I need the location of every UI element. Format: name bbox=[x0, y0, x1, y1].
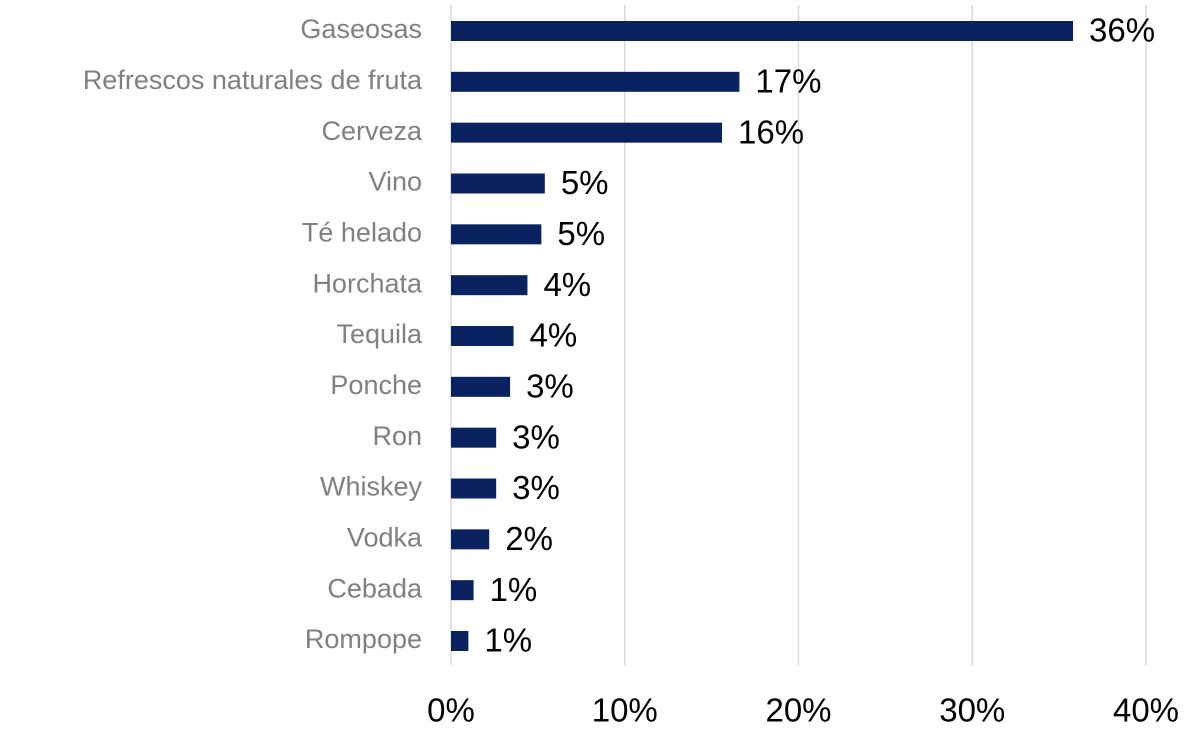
bar bbox=[451, 173, 545, 194]
value-label: 36% bbox=[1089, 12, 1155, 49]
x-tick-label: 40% bbox=[1113, 692, 1179, 729]
category-label: Horchata bbox=[312, 268, 423, 298]
bar bbox=[451, 224, 542, 245]
category-label: Cebada bbox=[327, 573, 423, 603]
category-label: Vino bbox=[368, 167, 422, 197]
category-label: Ron bbox=[372, 421, 422, 451]
value-label: 4% bbox=[530, 317, 578, 354]
bar bbox=[451, 326, 514, 346]
bar bbox=[451, 478, 497, 499]
value-label: 3% bbox=[512, 469, 560, 506]
x-tick-label: 0% bbox=[427, 692, 475, 729]
value-label: 1% bbox=[484, 622, 532, 659]
bar bbox=[451, 71, 740, 92]
value-label: 1% bbox=[490, 571, 538, 608]
category-label: Gaseosas bbox=[300, 14, 422, 44]
value-label: 5% bbox=[561, 164, 609, 201]
bar bbox=[451, 631, 469, 651]
category-label: Tequila bbox=[336, 319, 423, 349]
value-label: 3% bbox=[526, 368, 574, 405]
x-tick-label: 30% bbox=[939, 692, 1005, 729]
value-label: 16% bbox=[738, 113, 804, 150]
value-label: 17% bbox=[755, 63, 821, 100]
bar bbox=[451, 427, 497, 448]
bar bbox=[451, 21, 1074, 41]
value-label: 2% bbox=[505, 520, 553, 557]
value-label: 3% bbox=[512, 418, 560, 455]
bar bbox=[451, 122, 723, 143]
category-label: Rompope bbox=[305, 624, 422, 654]
category-label: Whiskey bbox=[320, 472, 423, 502]
bar bbox=[451, 529, 490, 550]
category-label: Cerveza bbox=[321, 116, 423, 146]
bar bbox=[451, 275, 528, 296]
category-label: Ponche bbox=[330, 370, 422, 400]
bar bbox=[451, 376, 511, 397]
value-label: 4% bbox=[543, 266, 591, 303]
x-tick-label: 20% bbox=[765, 692, 831, 729]
category-label: Vodka bbox=[347, 522, 423, 552]
category-label: Té helado bbox=[302, 217, 422, 247]
value-label: 5% bbox=[557, 215, 605, 252]
bar bbox=[451, 580, 474, 601]
category-label: Refrescos naturales de fruta bbox=[83, 65, 423, 95]
x-tick-label: 10% bbox=[592, 692, 658, 729]
